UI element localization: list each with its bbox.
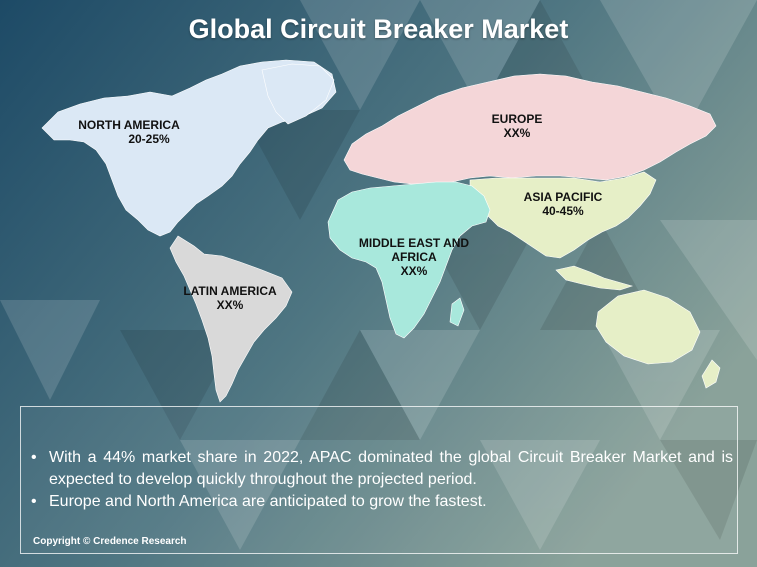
middle-east-africa-share: XX% [400, 264, 428, 278]
page-title: Global Circuit Breaker Market [188, 14, 569, 44]
latin-america-region [169, 235, 293, 403]
southeast-asia-islands [555, 265, 634, 291]
middle-east-africa-region [327, 181, 491, 339]
bullet-text: With a 44% market share in 2022, APAC do… [49, 449, 733, 488]
europe-label: EUROPE XX% [472, 112, 562, 140]
asia-pacific-label: ASIA PACIFIC 40-45% [508, 190, 618, 218]
north-america-region [41, 59, 337, 237]
bullet-symbol: • [31, 449, 37, 466]
north-america-share: 20-25% [128, 132, 170, 146]
asia-pacific-name: ASIA PACIFIC [523, 190, 603, 204]
europe-share: XX% [503, 126, 531, 140]
asia-pacific-region [469, 171, 657, 259]
north-america-label: NORTH AMERICA 20-25% [64, 118, 194, 146]
europe-name: EUROPE [491, 112, 543, 126]
bullet-symbol: • [31, 493, 37, 510]
middle-east-africa-name-line1: MIDDLE EAST AND [358, 236, 470, 250]
summary-bullet: • With a 44% market share in 2022, APAC … [31, 447, 733, 491]
summary-box: • With a 44% market share in 2022, APAC … [20, 406, 738, 554]
summary-bullet-list: • With a 44% market share in 2022, APAC … [31, 447, 733, 513]
bullet-text: Europe and North America are anticipated… [49, 493, 487, 510]
latin-america-name: LATIN AMERICA [183, 284, 277, 298]
latin-america-label: LATIN AMERICA XX% [170, 284, 290, 312]
madagascar [449, 297, 465, 327]
north-america-name: NORTH AMERICA [78, 118, 180, 132]
new-zealand [701, 359, 721, 389]
australia [595, 289, 701, 365]
summary-bullet: • Europe and North America are anticipat… [31, 491, 733, 513]
greenland [261, 63, 335, 125]
middle-east-africa-label: MIDDLE EAST AND AFRICA XX% [346, 236, 482, 278]
copyright-notice: Copyright © Credence Research [33, 536, 187, 547]
latin-america-share: XX% [216, 298, 244, 312]
middle-east-africa-name-line2: AFRICA [391, 250, 437, 264]
asia-pacific-share: 40-45% [542, 204, 584, 218]
